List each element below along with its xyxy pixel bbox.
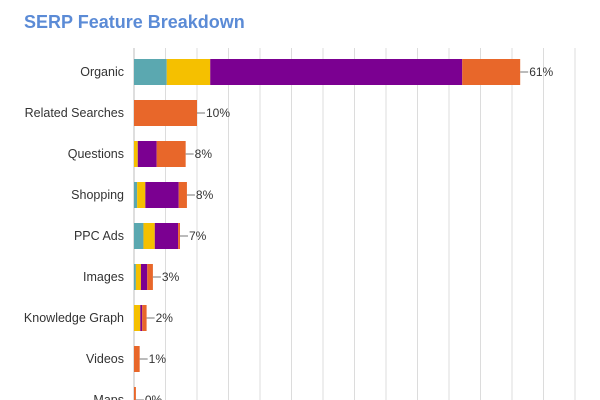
bar-layer <box>134 59 521 400</box>
category-label: Organic <box>80 65 124 79</box>
bar-segment <box>142 305 147 331</box>
bar-segment <box>134 100 197 126</box>
bar-segment <box>135 264 141 290</box>
chart-title: SERP Feature Breakdown <box>24 12 245 32</box>
value-label: 2% <box>156 311 174 325</box>
value-label: 3% <box>162 270 180 284</box>
bar-segment <box>143 223 155 249</box>
bar-segment <box>140 264 148 290</box>
bar-segment <box>154 223 179 249</box>
bar-segment <box>137 182 146 208</box>
category-label: PPC Ads <box>74 229 124 243</box>
bar-segment <box>134 264 136 290</box>
value-label: 8% <box>196 188 214 202</box>
bar-segment <box>166 59 211 85</box>
category-label: Related Searches <box>25 106 124 120</box>
bar-segment <box>134 223 144 249</box>
bar-segment <box>178 182 187 208</box>
category-label: Shopping <box>71 188 124 202</box>
category-label: Images <box>83 270 124 284</box>
value-label: 7% <box>189 229 207 243</box>
bar-segment <box>156 141 186 167</box>
value-label: 10% <box>206 106 230 120</box>
bar-segment <box>134 141 138 167</box>
category-label: Videos <box>86 352 124 366</box>
bar-segment <box>210 59 463 85</box>
bar-segment <box>147 264 153 290</box>
value-label: 8% <box>195 147 213 161</box>
category-label: Maps <box>93 393 124 400</box>
bar-segment <box>134 59 167 85</box>
bar-segment <box>134 387 136 400</box>
grid-layer <box>133 48 576 400</box>
bar-segment <box>462 59 521 85</box>
value-label: 1% <box>149 352 167 366</box>
category-label: Questions <box>68 147 124 161</box>
bar-segment <box>134 346 140 372</box>
value-label: 0% <box>145 393 163 400</box>
label-layer: Organic 61% Related Searches 10% Questions 8%… <box>24 65 554 400</box>
bar-segment <box>134 182 138 208</box>
bar-segment <box>145 182 179 208</box>
bar-segment <box>178 223 180 249</box>
category-label: Knowledge Graph <box>24 311 124 325</box>
bar-segment <box>140 305 143 331</box>
bar-segment <box>137 141 157 167</box>
bar-segment <box>134 305 141 331</box>
value-label: 61% <box>529 65 553 79</box>
